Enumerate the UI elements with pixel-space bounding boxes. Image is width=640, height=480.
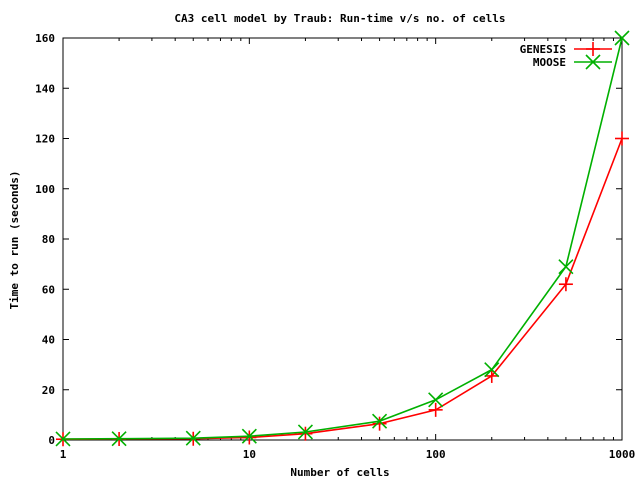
- data-point-marker-moose: [614, 30, 630, 46]
- legend-label-genesis: GENESIS: [520, 43, 566, 56]
- data-point-genesis: [615, 131, 629, 146]
- series-line-genesis: [62, 138, 623, 441]
- x-tick-label: 10: [243, 448, 256, 461]
- data-point-moose: [297, 424, 313, 440]
- y-tick-label: 160: [35, 32, 55, 45]
- chart-title: CA3 cell model by Traub: Run-time v/s no…: [174, 12, 505, 25]
- y-axis-label: Time to run (seconds): [8, 170, 21, 309]
- x-tick-label: 100: [426, 448, 446, 461]
- data-point-moose: [111, 431, 127, 447]
- data-point-moose: [428, 392, 444, 408]
- data-point-marker-moose: [558, 259, 574, 275]
- data-point-marker-moose: [484, 362, 500, 378]
- y-tick-label: 60: [42, 283, 55, 296]
- y-tick-label: 40: [42, 334, 55, 347]
- y-tick-label: 140: [35, 82, 55, 95]
- data-point-genesis: [242, 430, 257, 445]
- data-point-genesis: [558, 277, 573, 292]
- data-point-genesis: [298, 426, 313, 441]
- y-tick-label: 100: [35, 183, 55, 196]
- data-point-genesis: [428, 402, 443, 417]
- x-tick-label: 1000: [609, 448, 636, 461]
- data-point-moose: [614, 30, 630, 46]
- plot-series: [55, 30, 630, 447]
- axes: 0 20 40 60 80 100 120 140 160 1 10 100 1000: [35, 32, 635, 461]
- data-point-moose: [55, 431, 71, 447]
- data-point-marker-moose: [428, 392, 444, 408]
- legend-marker-moose: [585, 54, 601, 70]
- legend-label-moose: MOOSE: [533, 56, 566, 69]
- y-tick-label: 80: [42, 233, 55, 246]
- data-point-marker-moose: [372, 413, 388, 429]
- data-point-genesis: [484, 368, 499, 383]
- data-point-marker-moose: [185, 430, 201, 446]
- x-tick-label: 1: [60, 448, 67, 461]
- data-point-moose: [558, 259, 574, 275]
- data-point-marker-moose: [111, 431, 127, 447]
- data-point-marker-moose: [297, 424, 313, 440]
- data-point-moose: [185, 430, 201, 446]
- data-point-genesis: [372, 416, 387, 431]
- data-point-marker-moose: [241, 428, 257, 444]
- y-tick-label: 120: [35, 133, 55, 146]
- data-point-moose: [241, 428, 257, 444]
- x-axis-label: Number of cells: [290, 466, 389, 479]
- plot-frame: [62, 37, 623, 441]
- data-point-moose: [484, 362, 500, 378]
- data-point-moose: [372, 413, 388, 429]
- y-tick-label: 0: [48, 434, 55, 447]
- series-line-moose: [62, 37, 623, 440]
- y-tick-label: 20: [42, 384, 55, 397]
- data-point-marker-moose: [55, 431, 71, 447]
